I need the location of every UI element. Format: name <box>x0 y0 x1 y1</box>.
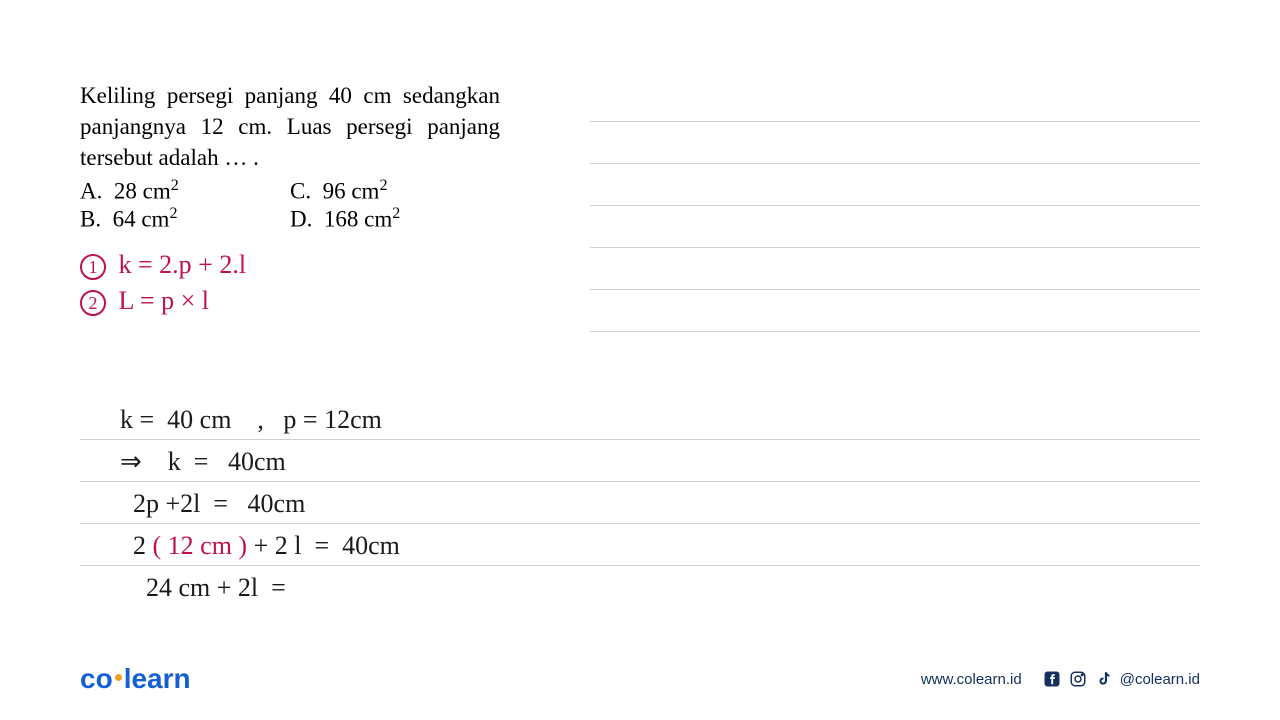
colearn-logo: colearn <box>80 663 191 695</box>
content-area: Keliling persegi panjang 40 cm sedangkan… <box>80 80 1200 640</box>
formula-1-text: k = 2.p + 2.l <box>119 250 247 279</box>
ruled-lines-top <box>590 80 1200 332</box>
footer: colearn www.colearn.id @colearn.id <box>80 663 1200 695</box>
work-line-5: 24 cm + 2l = <box>80 566 1200 608</box>
footer-url: www.colearn.id <box>921 671 1022 688</box>
option-c: C. 96 cm2 <box>290 177 388 205</box>
work-line-4: 2 ( 12 cm ) + 2 l = 40cm <box>80 524 1200 566</box>
option-a: A. 28 cm2 <box>80 177 290 205</box>
instagram-icon <box>1068 669 1088 689</box>
question-text: Keliling persegi panjang 40 cm sedangkan… <box>80 80 500 173</box>
formula-2-text: L = p × l <box>119 286 209 315</box>
option-d: D. 168 cm2 <box>290 205 400 233</box>
facebook-icon <box>1042 669 1062 689</box>
work-line-2: ⇒ k = 40cm <box>80 440 1200 482</box>
social-icons: @colearn.id <box>1042 669 1200 689</box>
footer-handle: @colearn.id <box>1120 671 1200 688</box>
work-line-4-red: ( 12 cm ) <box>153 531 248 560</box>
tiktok-icon <box>1094 669 1114 689</box>
work-line-1: k = 40 cm , p = 12cm <box>80 398 1200 440</box>
formula-1-number: 1 <box>80 254 106 280</box>
logo-co-text: co <box>80 663 113 694</box>
work-line-3: 2p +2l = 40cm <box>80 482 1200 524</box>
work-area: k = 40 cm , p = 12cm ⇒ k = 40cm 2p +2l =… <box>80 398 1200 608</box>
logo-learn-text: learn <box>124 663 191 694</box>
formula-2-number: 2 <box>80 290 106 316</box>
option-b: B. 64 cm2 <box>80 205 290 233</box>
logo-dot-icon <box>115 674 122 681</box>
footer-right: www.colearn.id @colearn.id <box>921 669 1200 689</box>
